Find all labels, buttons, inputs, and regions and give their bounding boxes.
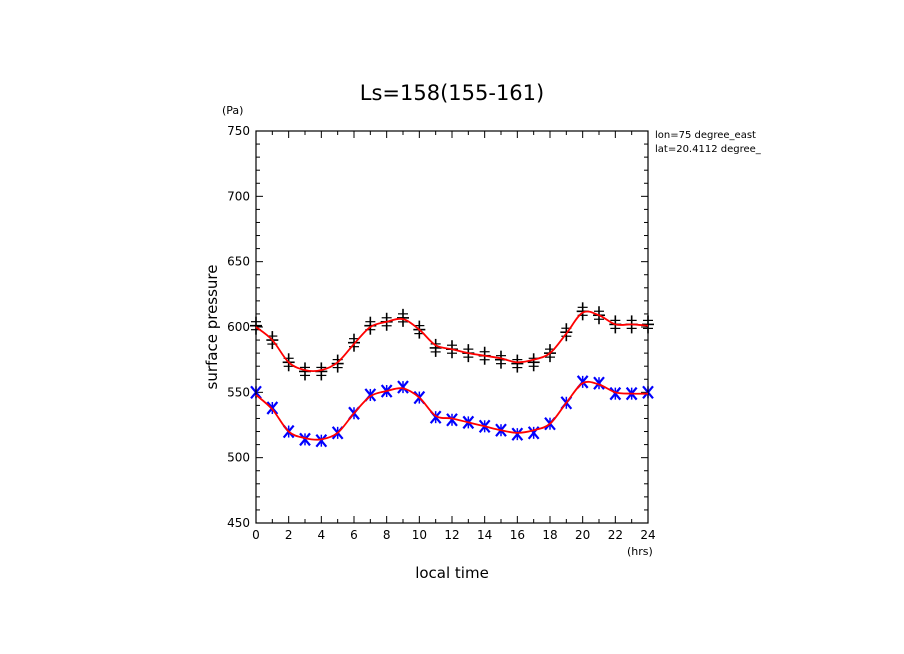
x-tick-label: 24 <box>640 528 655 542</box>
x-tick-label: 12 <box>444 528 459 542</box>
x-tick-label: 16 <box>510 528 525 542</box>
lower-series-point <box>299 432 311 447</box>
y-tick-label: 600 <box>227 320 250 334</box>
annotation-lat: lat=20.4112 degree_ <box>655 144 762 155</box>
x-unit-label: (hrs) <box>627 545 653 558</box>
lower-fit-line <box>255 380 649 441</box>
x-tick-label: 22 <box>608 528 623 542</box>
lower-series-point <box>511 427 524 441</box>
y-tick-label: 750 <box>227 124 250 138</box>
chart-title: Ls=158(155-161) <box>360 81 544 105</box>
upper-series-point <box>511 354 524 373</box>
y-unit-label: (Pa) <box>222 104 243 117</box>
x-tick-label: 0 <box>252 528 260 542</box>
x-axis-label: local time <box>415 564 489 582</box>
lower-series-point <box>315 433 328 448</box>
x-tick-label: 8 <box>383 528 391 542</box>
lower-series-point <box>593 376 605 390</box>
y-axis-label: surface pressure <box>203 265 221 390</box>
x-tick-label: 2 <box>285 528 293 542</box>
upper-fit-line <box>255 310 649 373</box>
y-tick-label: 700 <box>227 189 250 203</box>
data-points <box>250 302 654 448</box>
tick-labels: 0 2 4 6 8 10 12 14 16 18 20 22 244505005506006507007… <box>227 124 656 542</box>
lower-series-point <box>609 386 622 401</box>
upper-series-point <box>527 353 540 372</box>
upper-series-point <box>397 308 409 327</box>
x-tick-label: 18 <box>542 528 557 542</box>
axis-ticks <box>255 130 649 524</box>
x-tick-label: 4 <box>318 528 326 542</box>
y-tick-label: 650 <box>227 255 250 269</box>
x-tick-label: 14 <box>477 528 492 542</box>
x-tick-label: 6 <box>350 528 358 542</box>
y-tick-label: 500 <box>227 451 250 465</box>
fit-lines <box>255 310 649 441</box>
lower-series-point <box>446 413 458 427</box>
x-tick-label: 10 <box>412 528 427 542</box>
x-tick-label: 20 <box>575 528 590 542</box>
annotation-lon: lon=75 degree_east <box>655 130 756 141</box>
plot-frame <box>255 130 649 524</box>
lower-series-point <box>397 380 409 394</box>
y-tick-label: 450 <box>227 516 250 530</box>
y-tick-label: 550 <box>227 385 250 399</box>
